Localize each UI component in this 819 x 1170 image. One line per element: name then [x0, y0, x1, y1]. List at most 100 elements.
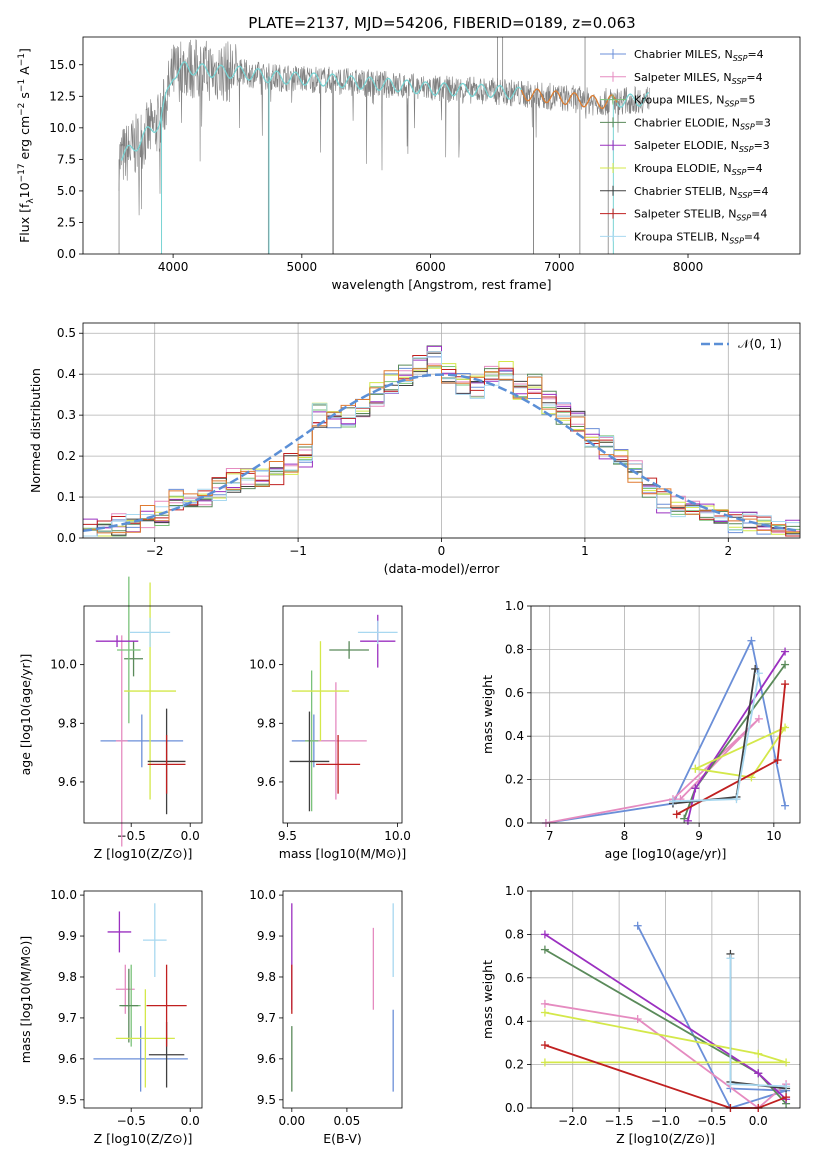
- x-axis-label: mass [log10(M/M⊙)]: [279, 846, 407, 861]
- weight-line: [544, 1002, 787, 1110]
- gaussian-curve: [83, 373, 800, 533]
- legend-label: Kroupa STELIB, NSSP=4: [634, 230, 760, 245]
- y-tick-label: 9.6: [58, 1052, 77, 1066]
- axes-frame: [530, 890, 801, 1109]
- x-tick-label: −1.5: [605, 1114, 634, 1128]
- axes-frame: [530, 605, 801, 824]
- y-axis-label: mass weight: [480, 675, 495, 754]
- weight-vs-age-panel: 7 8 9 10 0.0 0.2 0.4 0.6 0.8 1.0 age [log10(age/yr…: [480, 599, 801, 861]
- y-tick-label: 9.7: [58, 1011, 77, 1025]
- weight-vs-metallicity-panel: −2.0 −1.5 −1.0 −0.5 0.0 0.0 0.2 0.4 0.6 0.8 1.0 Z […: [480, 884, 801, 1146]
- age-vs-mass-panel: 9.5 10.0 9.6 9.8 10.0 mass [log10(M/M⊙)]: [249, 605, 411, 861]
- x-tick-label: 7: [546, 829, 554, 843]
- y-tick-label: 10.0: [249, 658, 276, 672]
- y-tick-label: 9.9: [58, 929, 77, 943]
- legend-label: Kroupa ELODIE, NSSP=4: [634, 162, 763, 177]
- x-tick-label: 6000: [415, 260, 446, 274]
- y-tick-label: 10.0: [50, 888, 77, 902]
- x-tick-label: 0.0: [749, 1114, 768, 1128]
- mass-vs-metallicity-panel: −0.5 0.0 9.5 9.6 9.7 9.8 9.9 10.0 Z [log10(Z/Z⊙)…: [18, 888, 203, 1146]
- axes-frame: [83, 890, 203, 1109]
- y-tick-label: 0.6: [505, 971, 524, 985]
- axes-frame: [82, 322, 801, 539]
- legend-label: Salpeter STELIB, NSSP=4: [634, 208, 767, 223]
- y-tick-label: 2.5: [57, 215, 76, 229]
- y-tick-label: 0.8: [505, 927, 524, 941]
- y-tick-label: 0.4: [505, 729, 524, 743]
- y-tick-label: 9.5: [257, 1093, 276, 1107]
- x-tick-label: 0.00: [278, 1114, 305, 1128]
- y-axis-label: age [log10(age/yr)]: [18, 654, 33, 776]
- x-tick-label: 8000: [673, 260, 704, 274]
- y-tick-label: 9.8: [257, 970, 276, 984]
- x-tick-label: 10: [766, 829, 781, 843]
- x-tick-label: −2.0: [558, 1114, 587, 1128]
- y-tick-label: 12.5: [49, 89, 76, 103]
- y-tick-label: 1.0: [505, 884, 524, 898]
- x-tick-label: 9: [695, 829, 703, 843]
- x-tick-label: 0.05: [334, 1114, 361, 1128]
- y-tick-label: 0.0: [505, 816, 524, 830]
- weight-line: [545, 637, 786, 824]
- x-tick-label: −2: [146, 544, 164, 558]
- y-tick-label: 9.8: [58, 970, 77, 984]
- x-axis-label: Z [log10(Z/Z⊙)]: [94, 1131, 193, 1146]
- x-tick-label: 7000: [544, 260, 575, 274]
- y-tick-label: 15.0: [49, 58, 76, 72]
- y-tick-label: 9.7: [257, 1011, 276, 1025]
- x-tick-label: −0.5: [117, 829, 146, 843]
- y-tick-label: 7.5: [57, 152, 76, 166]
- y-tick-label: 10.0: [49, 121, 76, 135]
- x-tick-label: 10.0: [384, 829, 411, 843]
- x-tick-label: 0.0: [181, 1114, 200, 1128]
- x-axis-label: Z [log10(Z/Z⊙)]: [616, 1131, 715, 1146]
- y-tick-label: 0.4: [505, 1014, 524, 1028]
- x-tick-label: 2: [724, 544, 732, 558]
- x-tick-label: −1: [289, 544, 307, 558]
- model-spectrum-red: [520, 88, 618, 110]
- axes-frame: [82, 36, 801, 255]
- y-tick-label: 9.6: [58, 775, 77, 789]
- y-tick-label: 0.1: [57, 490, 76, 504]
- axes-frame: [282, 605, 403, 824]
- y-tick-label: 0.0: [57, 531, 76, 545]
- y-tick-label: 1.0: [505, 599, 524, 613]
- y-tick-label: 0.2: [57, 449, 76, 463]
- weight-line: [636, 925, 787, 1110]
- x-tick-label: −0.5: [697, 1114, 726, 1128]
- weight-line: [544, 1011, 787, 1064]
- legend-label: Chabrier MILES, NSSP=4: [634, 48, 764, 63]
- y-axis-label: mass weight: [480, 960, 495, 1039]
- age-vs-metallicity-panel: −0.5 0.0 9.6 9.8 10.0 Z [log10(Z/Z⊙)] age [log…: [18, 576, 203, 861]
- x-tick-label: 5000: [287, 260, 318, 274]
- y-tick-label: 0.2: [505, 1058, 524, 1072]
- x-tick-label: 8: [621, 829, 629, 843]
- x-tick-label: 0: [438, 544, 446, 558]
- axes-frame: [83, 605, 203, 824]
- y-tick-label: 0.4: [57, 367, 76, 381]
- legend-label: Chabrier STELIB, NSSP=4: [634, 185, 768, 200]
- x-tick-label: 9.5: [278, 829, 297, 843]
- x-tick-label: −0.5: [117, 1114, 146, 1128]
- y-tick-label: 9.8: [257, 716, 276, 730]
- x-tick-label: −1.0: [651, 1114, 680, 1128]
- y-tick-label: 9.9: [257, 929, 276, 943]
- x-tick-label: 1: [581, 544, 589, 558]
- y-tick-label: 0.8: [505, 642, 524, 656]
- legend-label: Chabrier ELODIE, NSSP=3: [634, 116, 771, 131]
- spectrum-panel: 4000 5000 6000 7000 8000 0.0 2.5 5.0 7.5 10.0 12.5…: [17, 36, 801, 292]
- y-tick-label: 0.0: [505, 1101, 524, 1115]
- x-axis-label: wavelength [Angstrom, rest frame]: [331, 277, 551, 292]
- y-tick-label: 9.8: [58, 716, 77, 730]
- weight-line: [695, 725, 788, 779]
- y-tick-label: 9.6: [257, 775, 276, 789]
- y-tick-label: 0.0: [57, 247, 76, 261]
- y-tick-label: 9.6: [257, 1052, 276, 1066]
- x-axis-label: E(B-V): [323, 1131, 362, 1146]
- figure-title: PLATE=2137, MJD=54206, FIBERID=0189, z=0…: [248, 14, 635, 32]
- y-tick-label: 10.0: [249, 888, 276, 902]
- x-axis-label: (data-model)/error: [384, 561, 501, 576]
- legend-label: Kroupa MILES, NSSP=5: [634, 94, 755, 109]
- y-tick-label: 0.6: [505, 686, 524, 700]
